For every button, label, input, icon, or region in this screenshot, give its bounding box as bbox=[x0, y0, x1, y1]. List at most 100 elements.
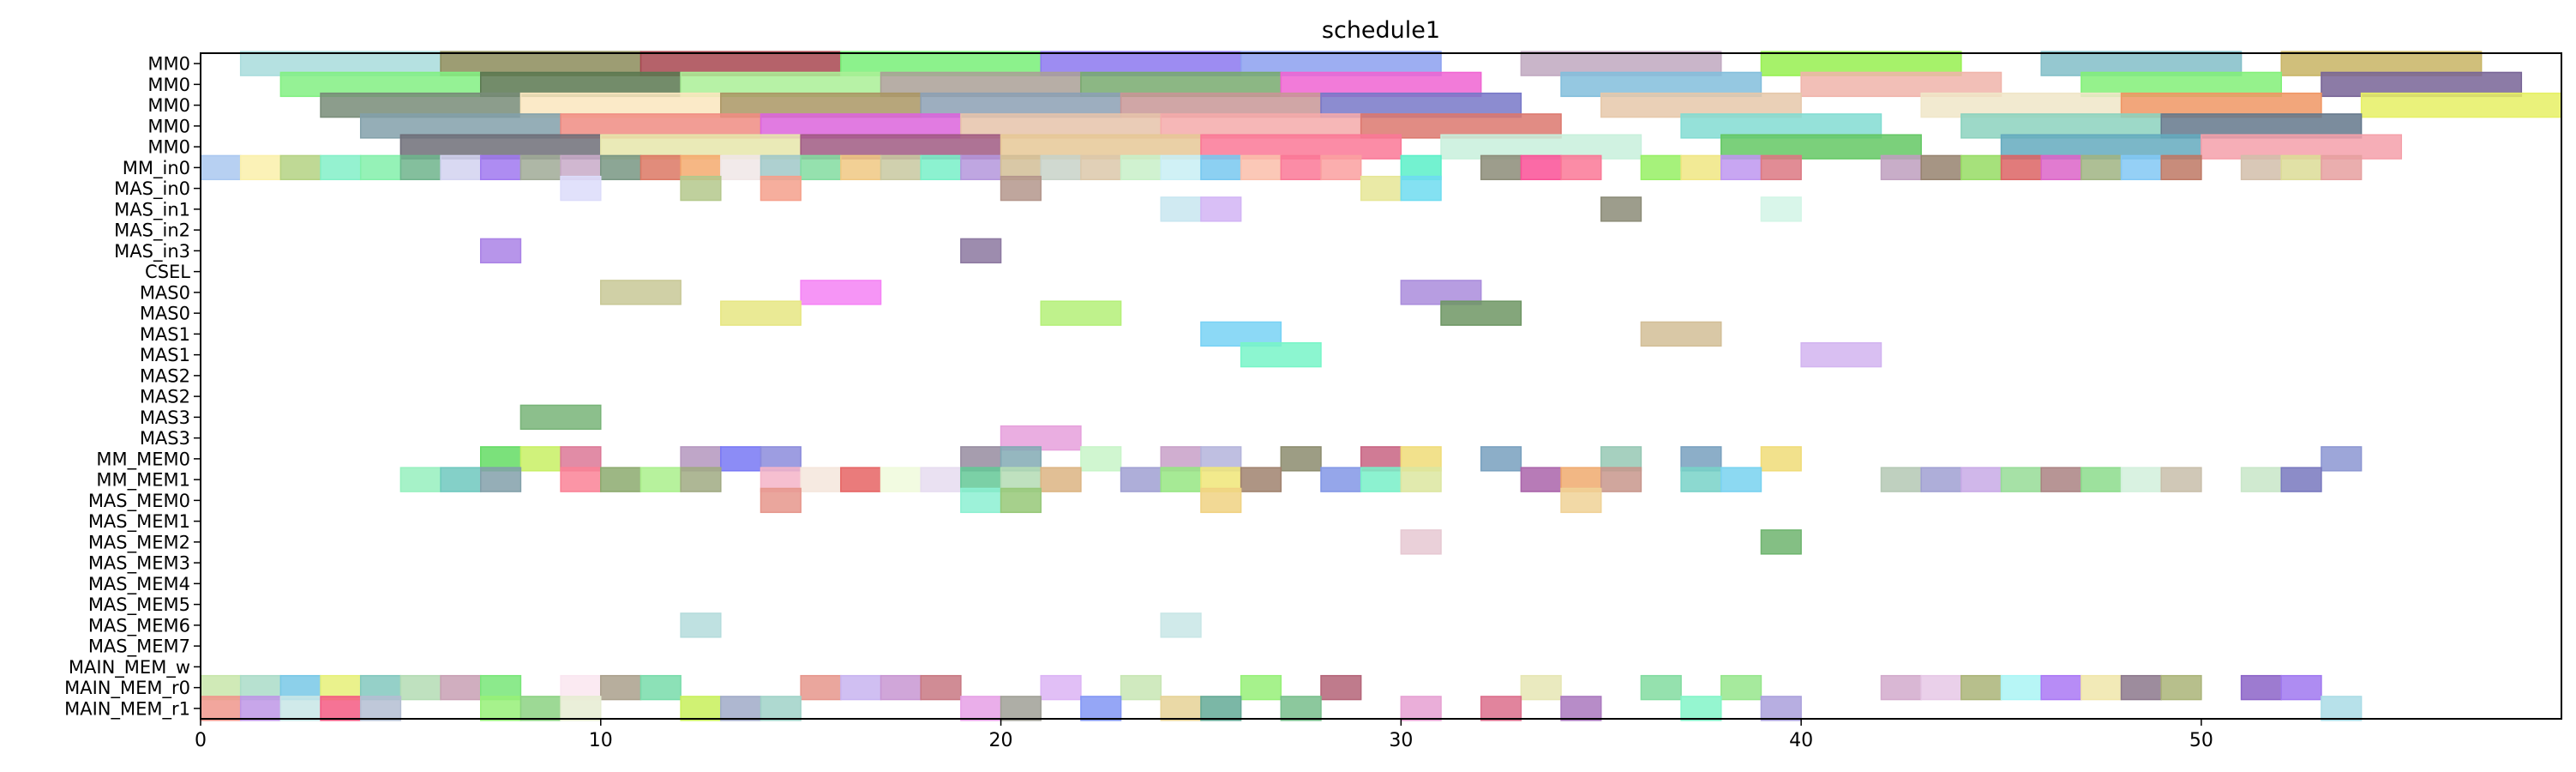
y-tick-label: MM0 bbox=[147, 54, 190, 75]
task-bar bbox=[359, 674, 402, 701]
x-axis: 0 10 20 30 40 50 bbox=[195, 719, 2213, 751]
task-bar bbox=[1680, 696, 1722, 721]
task-bar bbox=[1120, 674, 1162, 701]
task-bar bbox=[1120, 154, 1162, 181]
task-bar bbox=[2081, 467, 2123, 492]
task-bar bbox=[1920, 467, 1962, 492]
task-bar bbox=[1200, 487, 1242, 514]
y-tick-label: MAS3 bbox=[140, 428, 190, 449]
task-bar bbox=[1880, 154, 1922, 181]
task-bar bbox=[600, 674, 642, 701]
task-bar bbox=[560, 467, 602, 492]
task-bar bbox=[1000, 134, 1202, 160]
y-tick-label: MAS_in2 bbox=[114, 220, 190, 242]
task-bar bbox=[1600, 196, 1642, 222]
task-bar bbox=[1560, 71, 1762, 98]
task-bar bbox=[1720, 467, 1762, 492]
task-bar bbox=[2000, 154, 2042, 181]
y-tick-label: MAS2 bbox=[140, 387, 190, 407]
task-bar bbox=[479, 154, 522, 181]
y-axis: MM0MM0MM0MM0MM0MM_in0MAS_in0MAS_in1MAS_i… bbox=[64, 54, 201, 720]
task-bar bbox=[1961, 154, 2003, 181]
task-bar bbox=[720, 154, 762, 181]
y-tick-label: MAS_MEM3 bbox=[88, 553, 190, 575]
y-tick-label: MM0 bbox=[147, 116, 190, 136]
task-bar bbox=[960, 696, 1002, 721]
task-bar bbox=[2280, 154, 2322, 181]
y-tick-label: MAIN_MEM_w bbox=[69, 657, 190, 679]
task-bar bbox=[2201, 134, 2403, 160]
task-bar bbox=[920, 674, 962, 701]
task-bar bbox=[920, 154, 962, 181]
task-bar bbox=[1040, 154, 1082, 181]
task-bar bbox=[1240, 341, 1322, 368]
task-bar bbox=[1920, 154, 1962, 181]
task-bar bbox=[440, 154, 482, 181]
task-bar bbox=[1160, 467, 1202, 492]
task-bar bbox=[519, 154, 561, 181]
task-bar bbox=[2081, 674, 2123, 701]
task-bar bbox=[960, 238, 1002, 264]
task-bar bbox=[2081, 71, 2283, 98]
task-bar bbox=[880, 674, 922, 701]
task-bar bbox=[920, 467, 962, 492]
task-bar bbox=[1560, 467, 1602, 492]
task-bar bbox=[1040, 674, 1082, 701]
task-bar bbox=[1520, 154, 1562, 181]
task-bar bbox=[760, 175, 802, 202]
task-bar bbox=[479, 467, 522, 492]
task-bar bbox=[1200, 134, 1402, 160]
task-bar bbox=[1760, 529, 1802, 555]
task-bar bbox=[840, 154, 882, 181]
task-bar bbox=[320, 696, 362, 721]
task-bar bbox=[1760, 154, 1802, 181]
task-bar bbox=[2160, 467, 2202, 492]
task-bar bbox=[1000, 175, 1042, 202]
y-tick-label: MAS_in3 bbox=[114, 241, 190, 262]
task-bar bbox=[840, 467, 882, 492]
task-bar bbox=[1200, 154, 1242, 181]
task-bar bbox=[200, 696, 242, 721]
task-bar bbox=[1760, 196, 1802, 222]
task-bar bbox=[1800, 341, 1882, 368]
task-bar bbox=[1160, 612, 1202, 638]
task-bar bbox=[2040, 674, 2082, 701]
task-bar bbox=[2321, 696, 2363, 721]
task-bar bbox=[600, 154, 642, 181]
task-bar bbox=[479, 71, 682, 98]
task-bar bbox=[1760, 696, 1802, 721]
task-bar bbox=[1200, 196, 1242, 222]
task-bar bbox=[1080, 696, 1122, 721]
y-tick-label: MAS_in0 bbox=[114, 178, 190, 200]
task-bar bbox=[720, 300, 802, 326]
task-bar bbox=[2040, 154, 2082, 181]
task-bar bbox=[600, 280, 682, 305]
y-tick-label: MAS_in1 bbox=[114, 199, 190, 220]
task-bar bbox=[2321, 154, 2363, 181]
task-bar bbox=[279, 696, 321, 721]
task-bar bbox=[279, 674, 321, 701]
task-bar bbox=[1000, 487, 1042, 514]
task-bar bbox=[1680, 154, 1722, 181]
task-bar bbox=[880, 71, 1082, 98]
task-bar bbox=[720, 92, 922, 118]
task-bar bbox=[1680, 446, 1722, 472]
task-bar bbox=[2040, 467, 2082, 492]
task-bar bbox=[1320, 92, 1522, 118]
task-bar bbox=[1520, 674, 1562, 701]
task-bar bbox=[560, 696, 602, 721]
y-tick-label: MAS_MEM7 bbox=[88, 636, 190, 658]
task-bar bbox=[320, 92, 522, 118]
task-bar bbox=[600, 467, 642, 492]
task-bar bbox=[760, 696, 802, 721]
task-bar bbox=[680, 612, 722, 638]
task-bar bbox=[2000, 467, 2042, 492]
task-bar bbox=[1320, 467, 1362, 492]
task-bar bbox=[1200, 696, 1242, 721]
task-bar bbox=[1640, 154, 1682, 181]
task-bar bbox=[1480, 696, 1522, 721]
task-bar bbox=[1360, 175, 1402, 202]
task-bar bbox=[479, 674, 522, 701]
task-bar bbox=[960, 467, 1002, 492]
task-bar bbox=[1560, 487, 1602, 514]
